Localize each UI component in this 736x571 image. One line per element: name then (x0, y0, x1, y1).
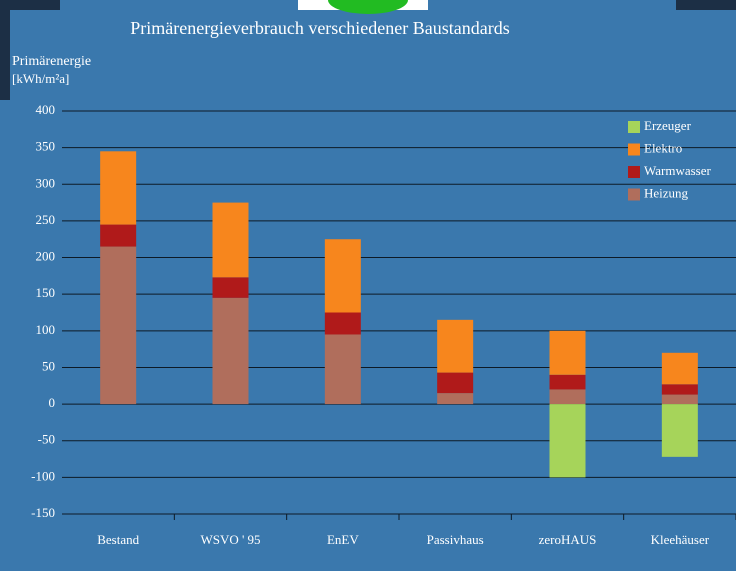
bar-segment (662, 384, 698, 394)
bar-segment (213, 298, 249, 404)
legend-label: Erzeuger (644, 118, 692, 133)
bar-segment (550, 404, 586, 477)
y-tick-label: 0 (49, 395, 56, 410)
y-axis-label: Primärenergie (12, 54, 91, 69)
y-tick-label: 350 (36, 139, 56, 154)
bar-segment (325, 239, 361, 312)
y-tick-label: -100 (31, 468, 55, 483)
bar-segment (325, 313, 361, 335)
x-tick-label: EnEV (327, 532, 359, 547)
bar-segment (550, 389, 586, 404)
page: {"chart_data": {"type": "bar", "stacked"… (0, 0, 736, 566)
bar-segment (437, 320, 473, 373)
x-tick-label: Bestand (97, 532, 139, 547)
x-tick-label: Kleehäuser (651, 532, 710, 547)
y-tick-label: -50 (38, 432, 55, 447)
bar-segment (550, 375, 586, 390)
bar-segment (100, 151, 136, 224)
bar-segment (100, 225, 136, 247)
chart: Primärenergieverbrauch verschiedener Bau… (0, 0, 736, 566)
legend-label: Warmwasser (644, 163, 711, 178)
bar-segment (662, 404, 698, 457)
y-tick-label: -150 (31, 505, 55, 520)
x-tick-label: Passivhaus (427, 532, 484, 547)
legend-label: Heizung (644, 185, 689, 200)
y-tick-label: 50 (42, 358, 55, 373)
legend-swatch (628, 189, 640, 201)
bar-segment (213, 203, 249, 278)
bar-segment (213, 277, 249, 298)
x-tick-label: WSVO ' 95 (200, 532, 260, 547)
legend-label: Elektro (644, 140, 682, 155)
bar-segment (100, 247, 136, 405)
y-tick-label: 300 (36, 175, 56, 190)
bar-segment (437, 393, 473, 404)
bar-segment (550, 331, 586, 375)
y-tick-label: 200 (36, 249, 56, 264)
legend-swatch (628, 144, 640, 156)
y-tick-label: 100 (36, 322, 56, 337)
bar-segment (325, 334, 361, 404)
x-tick-label: zeroHAUS (539, 532, 597, 547)
bar-segment (662, 395, 698, 405)
y-tick-label: 250 (36, 212, 56, 227)
chart-title: Primärenergieverbrauch verschiedener Bau… (130, 18, 510, 38)
bar-segment (437, 373, 473, 394)
y-axis-label: [kWh/m²a] (12, 71, 69, 86)
y-tick-label: 150 (36, 285, 56, 300)
legend-swatch (628, 121, 640, 133)
y-tick-label: 400 (36, 102, 56, 117)
legend-swatch (628, 166, 640, 178)
bar-segment (662, 353, 698, 385)
